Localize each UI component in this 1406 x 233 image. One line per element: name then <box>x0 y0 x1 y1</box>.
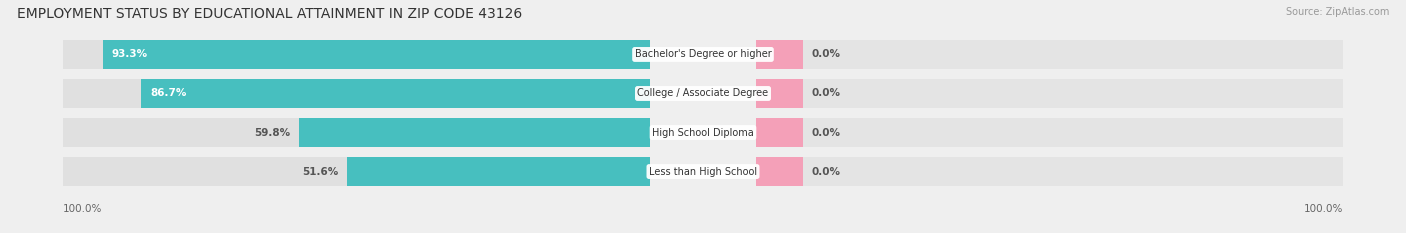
Bar <box>756 158 1343 186</box>
Text: 100.0%: 100.0% <box>1303 204 1343 214</box>
Text: 93.3%: 93.3% <box>111 49 148 59</box>
Bar <box>756 79 803 108</box>
Text: High School Diploma: High School Diploma <box>652 127 754 137</box>
Bar <box>103 40 650 69</box>
Text: EMPLOYMENT STATUS BY EDUCATIONAL ATTAINMENT IN ZIP CODE 43126: EMPLOYMENT STATUS BY EDUCATIONAL ATTAINM… <box>17 7 522 21</box>
Text: Bachelor's Degree or higher: Bachelor's Degree or higher <box>634 49 772 59</box>
Text: 51.6%: 51.6% <box>302 167 339 177</box>
Text: 100.0%: 100.0% <box>63 204 103 214</box>
Bar <box>63 40 650 69</box>
Text: 0.0%: 0.0% <box>811 167 841 177</box>
Text: 0.0%: 0.0% <box>811 127 841 137</box>
Bar <box>756 158 803 186</box>
Text: Less than High School: Less than High School <box>650 167 756 177</box>
Bar <box>63 79 650 108</box>
Text: 86.7%: 86.7% <box>150 89 187 99</box>
Bar <box>299 118 650 147</box>
Bar <box>63 158 650 186</box>
Bar <box>756 40 1343 69</box>
Text: 59.8%: 59.8% <box>254 127 291 137</box>
Bar <box>756 40 803 69</box>
Bar <box>347 158 650 186</box>
Text: 0.0%: 0.0% <box>811 49 841 59</box>
Text: Source: ZipAtlas.com: Source: ZipAtlas.com <box>1285 7 1389 17</box>
Bar <box>63 118 650 147</box>
Text: 0.0%: 0.0% <box>811 89 841 99</box>
Bar <box>756 118 803 147</box>
Bar <box>756 79 1343 108</box>
Bar <box>142 79 650 108</box>
Text: College / Associate Degree: College / Associate Degree <box>637 89 769 99</box>
Bar <box>756 118 1343 147</box>
